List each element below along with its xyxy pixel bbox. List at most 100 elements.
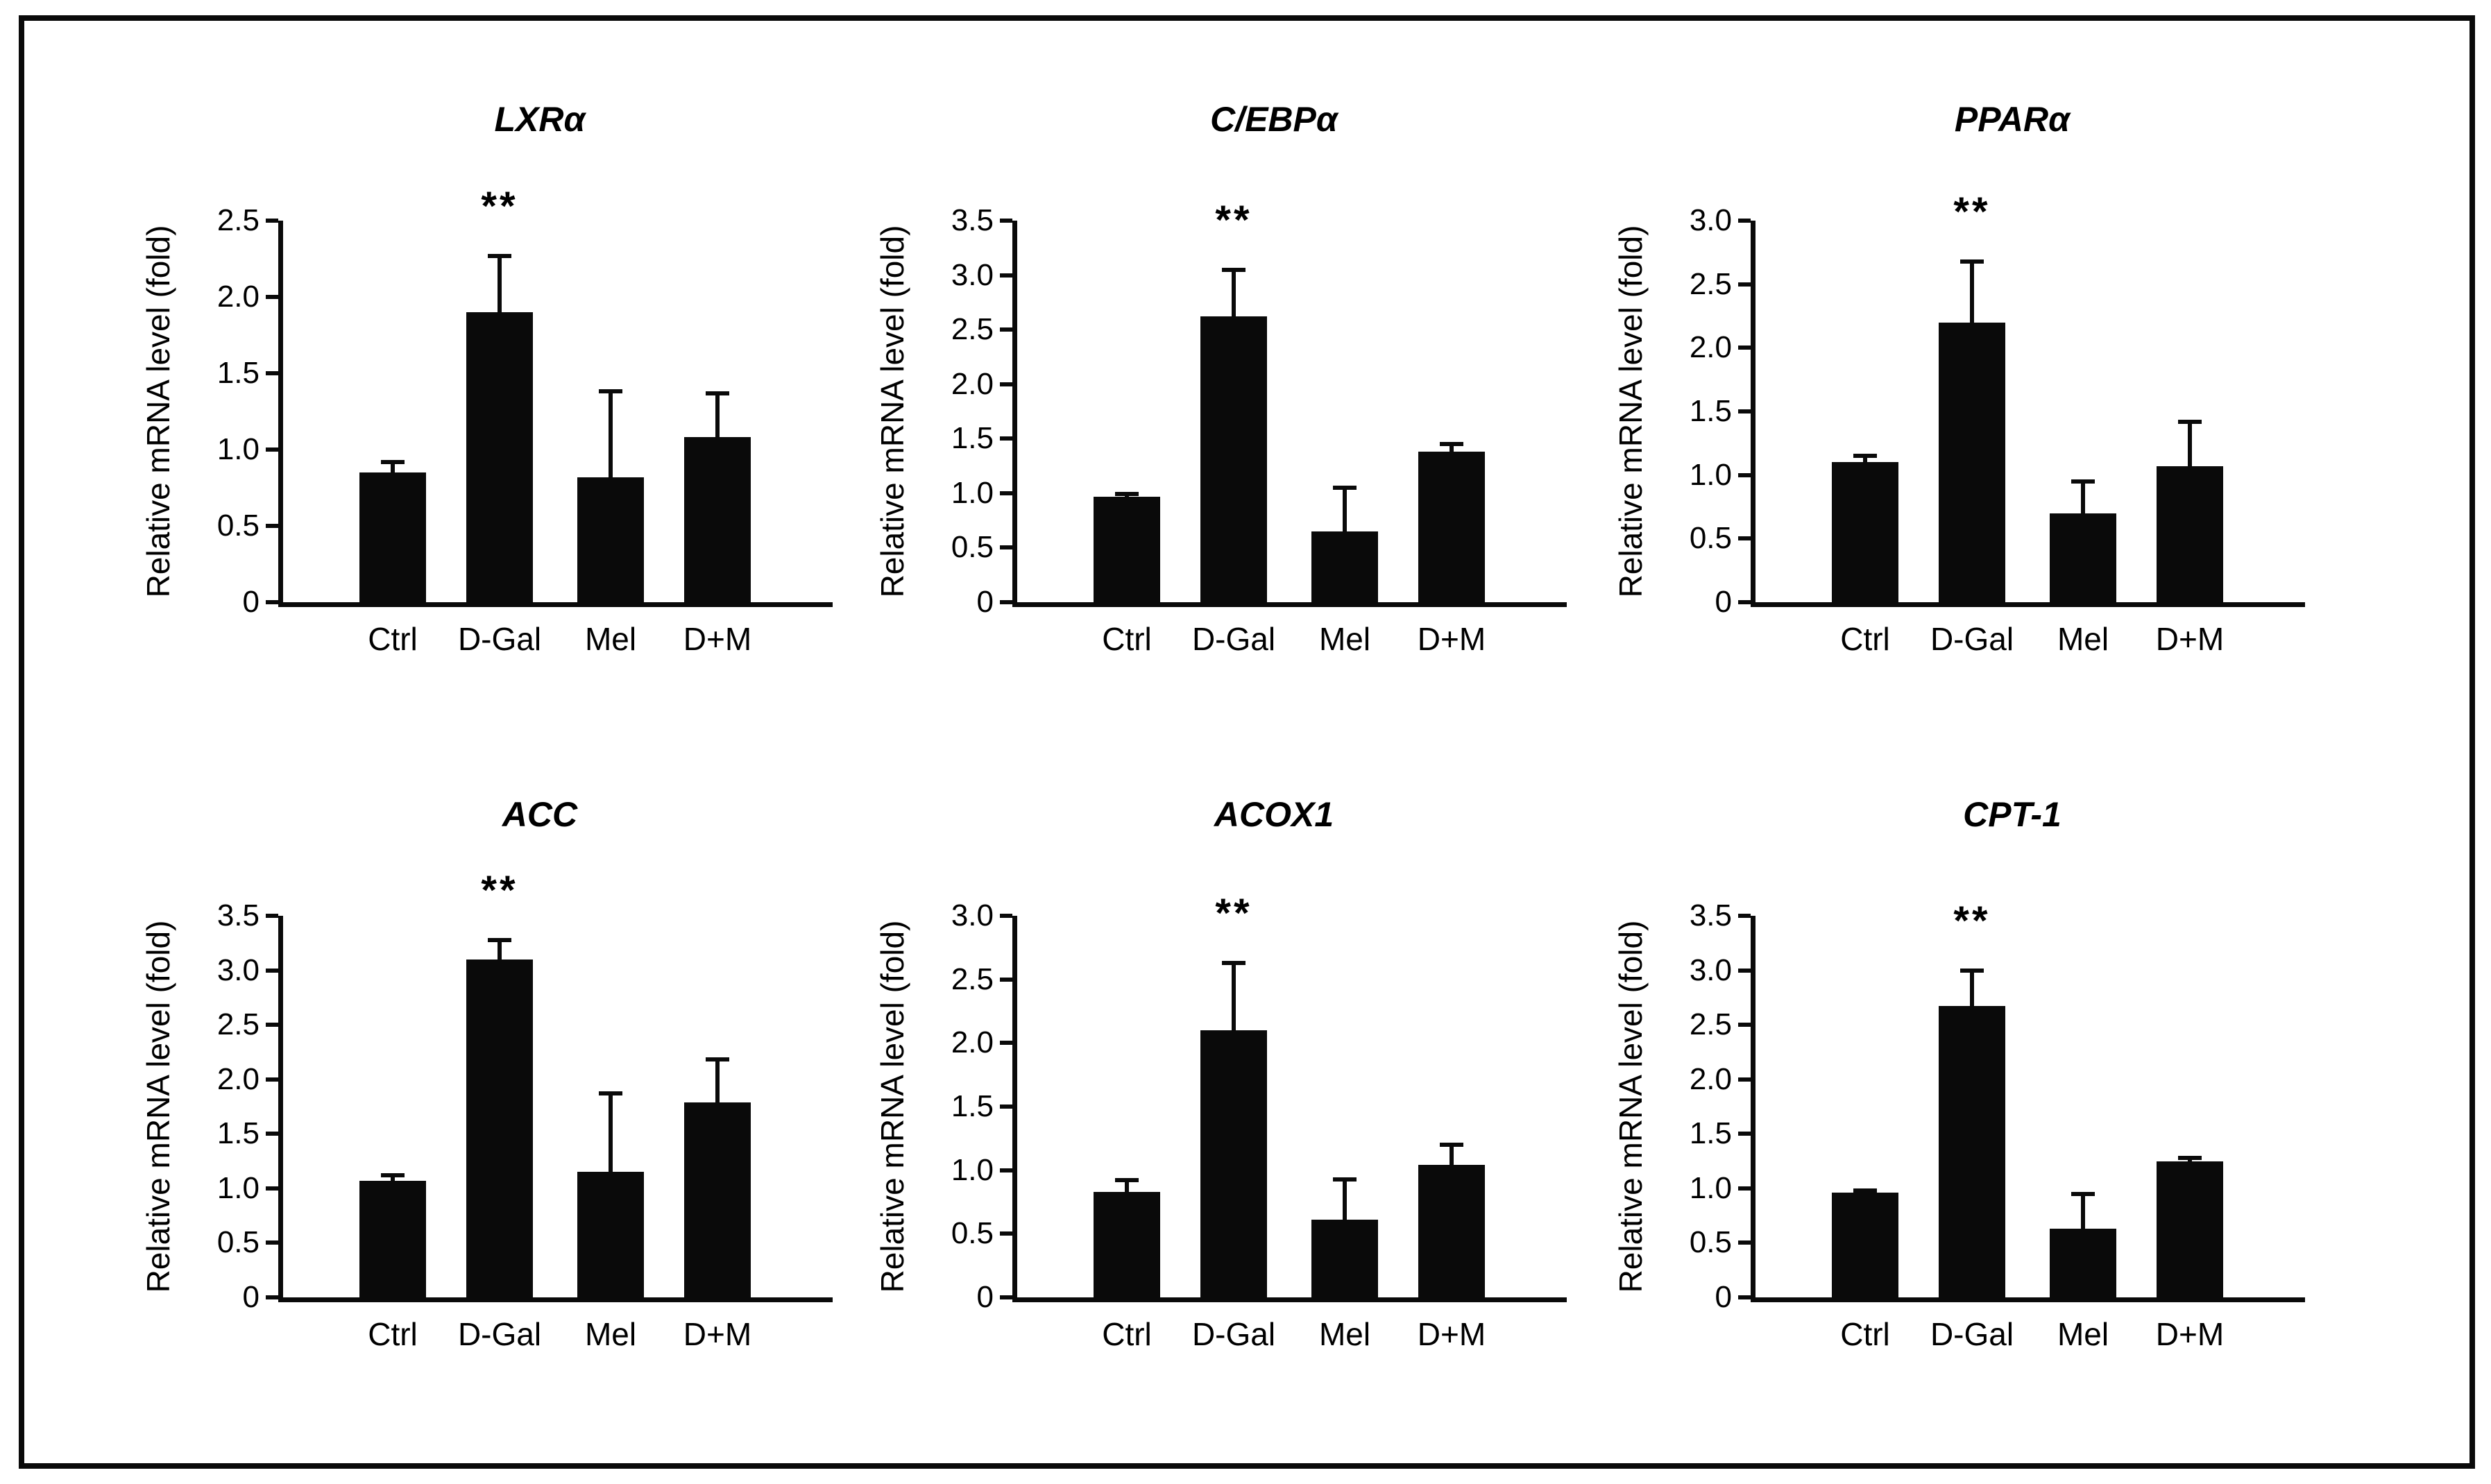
y-tick: [1000, 545, 1012, 550]
bar-mel: [2050, 1229, 2116, 1297]
error-bar-cap: [1222, 267, 1246, 272]
bar-d-gal: [1939, 322, 2005, 602]
significance-marker: **: [481, 867, 518, 913]
y-tick: [266, 219, 278, 223]
y-axis: [1751, 916, 1755, 1302]
y-tick-label: 2.5: [216, 1007, 260, 1042]
x-category-label: D+M: [683, 1316, 752, 1352]
error-bar-line: [1970, 261, 1974, 324]
y-tick-label: 0.5: [1689, 1225, 1732, 1260]
bar-mel: [577, 477, 644, 602]
x-axis: [1012, 602, 1567, 607]
error-bar-line: [2081, 1193, 2085, 1230]
x-category-label: D+M: [1417, 1316, 1486, 1352]
y-tick: [266, 1077, 278, 1082]
error-bar-cap: [2178, 1155, 2202, 1160]
y-tick: [1000, 327, 1012, 332]
y-tick-label: 0: [242, 1280, 260, 1314]
y-tick-label: 2.0: [1689, 1061, 1732, 1096]
error-bar-cap: [488, 253, 511, 258]
y-tick-label: 0: [1715, 585, 1732, 619]
significance-marker: **: [1215, 197, 1252, 243]
x-axis: [1751, 602, 2305, 607]
y-tick: [1738, 409, 1751, 413]
error-bar-line: [391, 1175, 395, 1182]
y-axis: [278, 221, 283, 607]
error-bar-cap: [1115, 1178, 1139, 1183]
error-bar-line: [609, 391, 613, 479]
bar-d+m: [2157, 1161, 2223, 1297]
y-tick: [1000, 914, 1012, 918]
error-bar-line: [715, 393, 720, 439]
error-bar-cap: [1440, 442, 1463, 447]
error-bar-cap: [1115, 492, 1139, 497]
y-tick: [1000, 219, 1012, 223]
significance-marker: **: [1953, 898, 1991, 944]
chart-title: ACC: [502, 795, 578, 834]
y-tick: [266, 1295, 278, 1299]
y-tick: [266, 968, 278, 973]
y-tick: [266, 1240, 278, 1245]
bar-d+m: [684, 437, 751, 602]
error-bar-line: [1449, 444, 1454, 454]
bar-ctrl: [1094, 1191, 1160, 1297]
y-tick-label: 0: [976, 1280, 994, 1314]
x-category-label: Mel: [1318, 621, 1371, 657]
y-tick-label: 3.0: [1689, 953, 1732, 987]
chart-cpt1: CPT-1 Relative mRNA level (fold) 0 0.5 1.0 1.…: [1568, 778, 2318, 1479]
x-category-label: Mel: [584, 621, 637, 657]
error-bar-cap: [381, 459, 405, 464]
error-bar-cap: [706, 391, 729, 395]
x-axis: [278, 1297, 833, 1302]
bar-ctrl: [359, 1180, 426, 1297]
x-category-label: Ctrl: [1102, 621, 1152, 657]
error-bar-cap: [488, 937, 511, 942]
bar-ctrl: [1832, 1193, 1898, 1297]
y-tick: [1738, 282, 1751, 287]
y-tick-label: 0: [1715, 1280, 1732, 1314]
y-tick-label: 0.5: [216, 1225, 260, 1260]
bar-mel: [1311, 1220, 1378, 1297]
chart-acox1: ACOX1 Relative mRNA level (fold) 0 0.5 1.0 1.…: [830, 778, 1579, 1479]
error-bar-cap: [706, 1057, 729, 1062]
error-bar-line: [1232, 269, 1236, 318]
bar-d+m: [1418, 452, 1485, 602]
error-bar-cap: [2071, 479, 2095, 484]
bar-mel: [1311, 531, 1378, 602]
chart-title: ACOX1: [1214, 795, 1334, 834]
error-bar-line: [1232, 962, 1236, 1032]
y-tick-label: 3.0: [951, 898, 994, 932]
bar-ctrl: [1832, 462, 1898, 602]
y-tick-label: 0.5: [951, 1216, 994, 1251]
y-tick: [266, 371, 278, 375]
x-category-label: D+M: [1417, 621, 1486, 657]
chart-title: LXRα: [494, 100, 586, 139]
error-bar-cap: [1853, 454, 1877, 459]
y-tick: [1738, 1023, 1751, 1027]
x-category-label: D+M: [2155, 1316, 2225, 1352]
y-tick: [1738, 600, 1751, 604]
y-tick: [1000, 436, 1012, 441]
y-tick-label: 3.5: [216, 898, 260, 932]
y-tick: [266, 1132, 278, 1136]
y-tick: [1000, 382, 1012, 386]
y-tick: [1000, 1231, 1012, 1236]
x-category-label: D-Gal: [1930, 621, 2014, 657]
y-tick-label: 0: [976, 585, 994, 619]
y-tick: [1000, 273, 1012, 278]
y-tick: [1738, 472, 1751, 477]
error-bar-line: [715, 1059, 720, 1104]
y-tick-label: 0.5: [216, 509, 260, 543]
error-bar-cap: [2178, 419, 2202, 424]
y-axis: [278, 916, 283, 1302]
error-bar-line: [609, 1093, 613, 1174]
y-tick-label: 1.0: [216, 432, 260, 466]
y-tick-label: 1.5: [951, 421, 994, 456]
error-bar-line: [1343, 1179, 1347, 1222]
chart-title: CPT-1: [1963, 795, 2061, 834]
error-bar-cap: [1333, 1177, 1357, 1182]
y-tick-label: 0.5: [1689, 521, 1732, 556]
y-tick-label: 1.5: [951, 1089, 994, 1123]
bar-d-gal: [1200, 1030, 1267, 1297]
y-tick: [1000, 1295, 1012, 1299]
